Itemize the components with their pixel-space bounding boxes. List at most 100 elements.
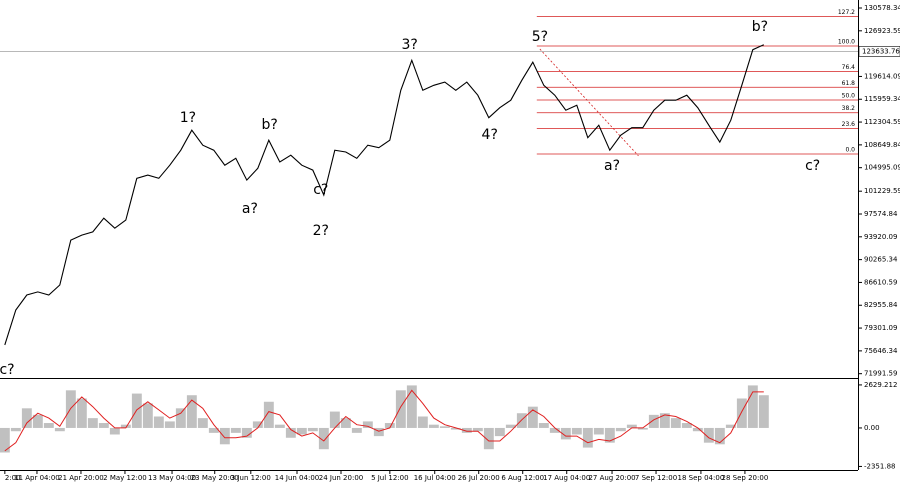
histogram-bar [450, 427, 461, 430]
histogram-bar [703, 427, 714, 443]
x-tick-label: 7 Sep 12:00 [635, 474, 677, 482]
wave-label: a? [242, 201, 258, 217]
wave-label: 1? [180, 110, 196, 126]
wave-label: b? [752, 19, 768, 35]
histogram-bar [406, 385, 417, 428]
price-line [4, 44, 765, 346]
histogram-bar [373, 427, 384, 437]
histogram-bar [604, 427, 615, 443]
histogram-bar [362, 421, 373, 428]
y-tick-label: 112304.59 [864, 118, 900, 126]
histogram-bar [527, 406, 538, 428]
x-tick-label: 24 Jun 20:00 [319, 474, 363, 482]
wave-label: 5? [532, 29, 548, 45]
histogram-bar [197, 418, 208, 428]
histogram-bar [230, 427, 241, 433]
fib-label: 38.2 [842, 105, 856, 112]
y-tick-label: 0.00 [864, 424, 880, 432]
trend-line [539, 48, 639, 157]
histogram-bar [32, 414, 43, 428]
histogram-bar [120, 424, 131, 428]
x-tick-label: 23 May 20:00 [191, 474, 239, 482]
histogram-bar [615, 427, 626, 432]
histogram-bar [384, 423, 395, 428]
x-tick-label: 21 Apr 20:00 [58, 474, 104, 482]
x-tick-label: 11 Apr 04:00 [14, 474, 60, 482]
current-price-box [858, 46, 900, 57]
x-tick-label: 26 Jul 20:00 [458, 474, 500, 482]
histogram-bar [428, 424, 439, 428]
histogram-bar [54, 427, 65, 432]
wave-label: a? [604, 158, 620, 174]
x-tick-label: 28 Sep 20:00 [722, 474, 769, 482]
histogram-bar [219, 427, 230, 445]
histogram-bar [98, 423, 109, 428]
histogram-bar [549, 427, 560, 433]
current-price-label: 123633.76 [862, 47, 900, 55]
histogram-bar [76, 398, 87, 428]
histogram-bar [285, 427, 296, 438]
histogram-bar [626, 424, 637, 428]
histogram-bar [241, 427, 252, 438]
histogram-bar [417, 416, 428, 428]
fib-label: 100.0 [838, 39, 855, 46]
y-tick-label: 119614.09 [864, 72, 900, 80]
x-tick-label: 5 Jul 12:00 [371, 474, 409, 482]
y-tick-label: -2351.88 [864, 462, 895, 470]
y-tick-label: 115959.34 [864, 95, 900, 103]
histogram-bar [461, 427, 472, 433]
histogram-bar [395, 390, 406, 428]
x-tick-label: 2 May 12:00 [103, 474, 147, 482]
histogram-bar [109, 427, 120, 435]
fib-label: 127.2 [838, 9, 855, 16]
histogram-bar [505, 424, 516, 428]
histogram-bar [153, 416, 164, 428]
x-tick-label: 18 Sep 04:00 [678, 474, 725, 482]
y-tick-label: 86610.59 [864, 278, 897, 286]
histogram-bar [164, 421, 175, 428]
x-tick-label: 13 May 04:00 [148, 474, 196, 482]
y-tick-label: 108649.84 [864, 141, 900, 149]
histogram-bar [142, 403, 153, 428]
histogram-bar [571, 427, 582, 435]
y-tick-label: 79301.09 [864, 324, 897, 332]
wave-label: 2? [313, 223, 329, 239]
y-tick-label: 75646.34 [864, 347, 898, 355]
y-tick-label: 101229.59 [864, 187, 900, 195]
histogram-bar [274, 424, 285, 428]
histogram-bar [758, 395, 769, 428]
histogram-bar [263, 401, 274, 428]
histogram-bar [714, 427, 725, 445]
wave-label: c? [313, 182, 328, 198]
x-tick-label: 17 Aug 04:00 [543, 474, 590, 482]
histogram-bar [692, 427, 703, 432]
signal-line [4, 389, 764, 452]
histogram-bar [87, 418, 98, 428]
histogram-bar [307, 427, 318, 432]
histogram-bar [659, 413, 670, 428]
y-tick-label: 90265.34 [864, 256, 898, 264]
histogram-bar [725, 424, 736, 428]
wave-label: c? [0, 362, 15, 378]
y-tick-label: 2629.212 [864, 381, 897, 389]
fib-label: 50.0 [842, 92, 856, 99]
histogram-bar [340, 418, 351, 428]
histogram-bar [648, 414, 659, 428]
y-tick-label: 104995.09 [864, 164, 900, 172]
histogram-bar [318, 427, 329, 450]
y-tick-label: 93920.09 [864, 233, 897, 241]
histogram-bar [296, 427, 307, 435]
y-tick-label: 130578.34 [864, 4, 900, 12]
histogram-bar [252, 421, 263, 428]
y-tick-label: 97574.84 [864, 210, 898, 218]
histogram-bar [736, 398, 747, 428]
histogram-bar [208, 427, 219, 433]
wave-label: b? [262, 117, 278, 133]
fib-label: 23.6 [842, 121, 856, 128]
histogram-bar [593, 427, 604, 435]
histogram-bar [670, 418, 681, 428]
histogram-bar [329, 411, 340, 428]
y-tick-label: 82955.84 [864, 301, 898, 309]
histogram-bar [43, 423, 54, 428]
fib-label: 76.4 [842, 64, 856, 71]
